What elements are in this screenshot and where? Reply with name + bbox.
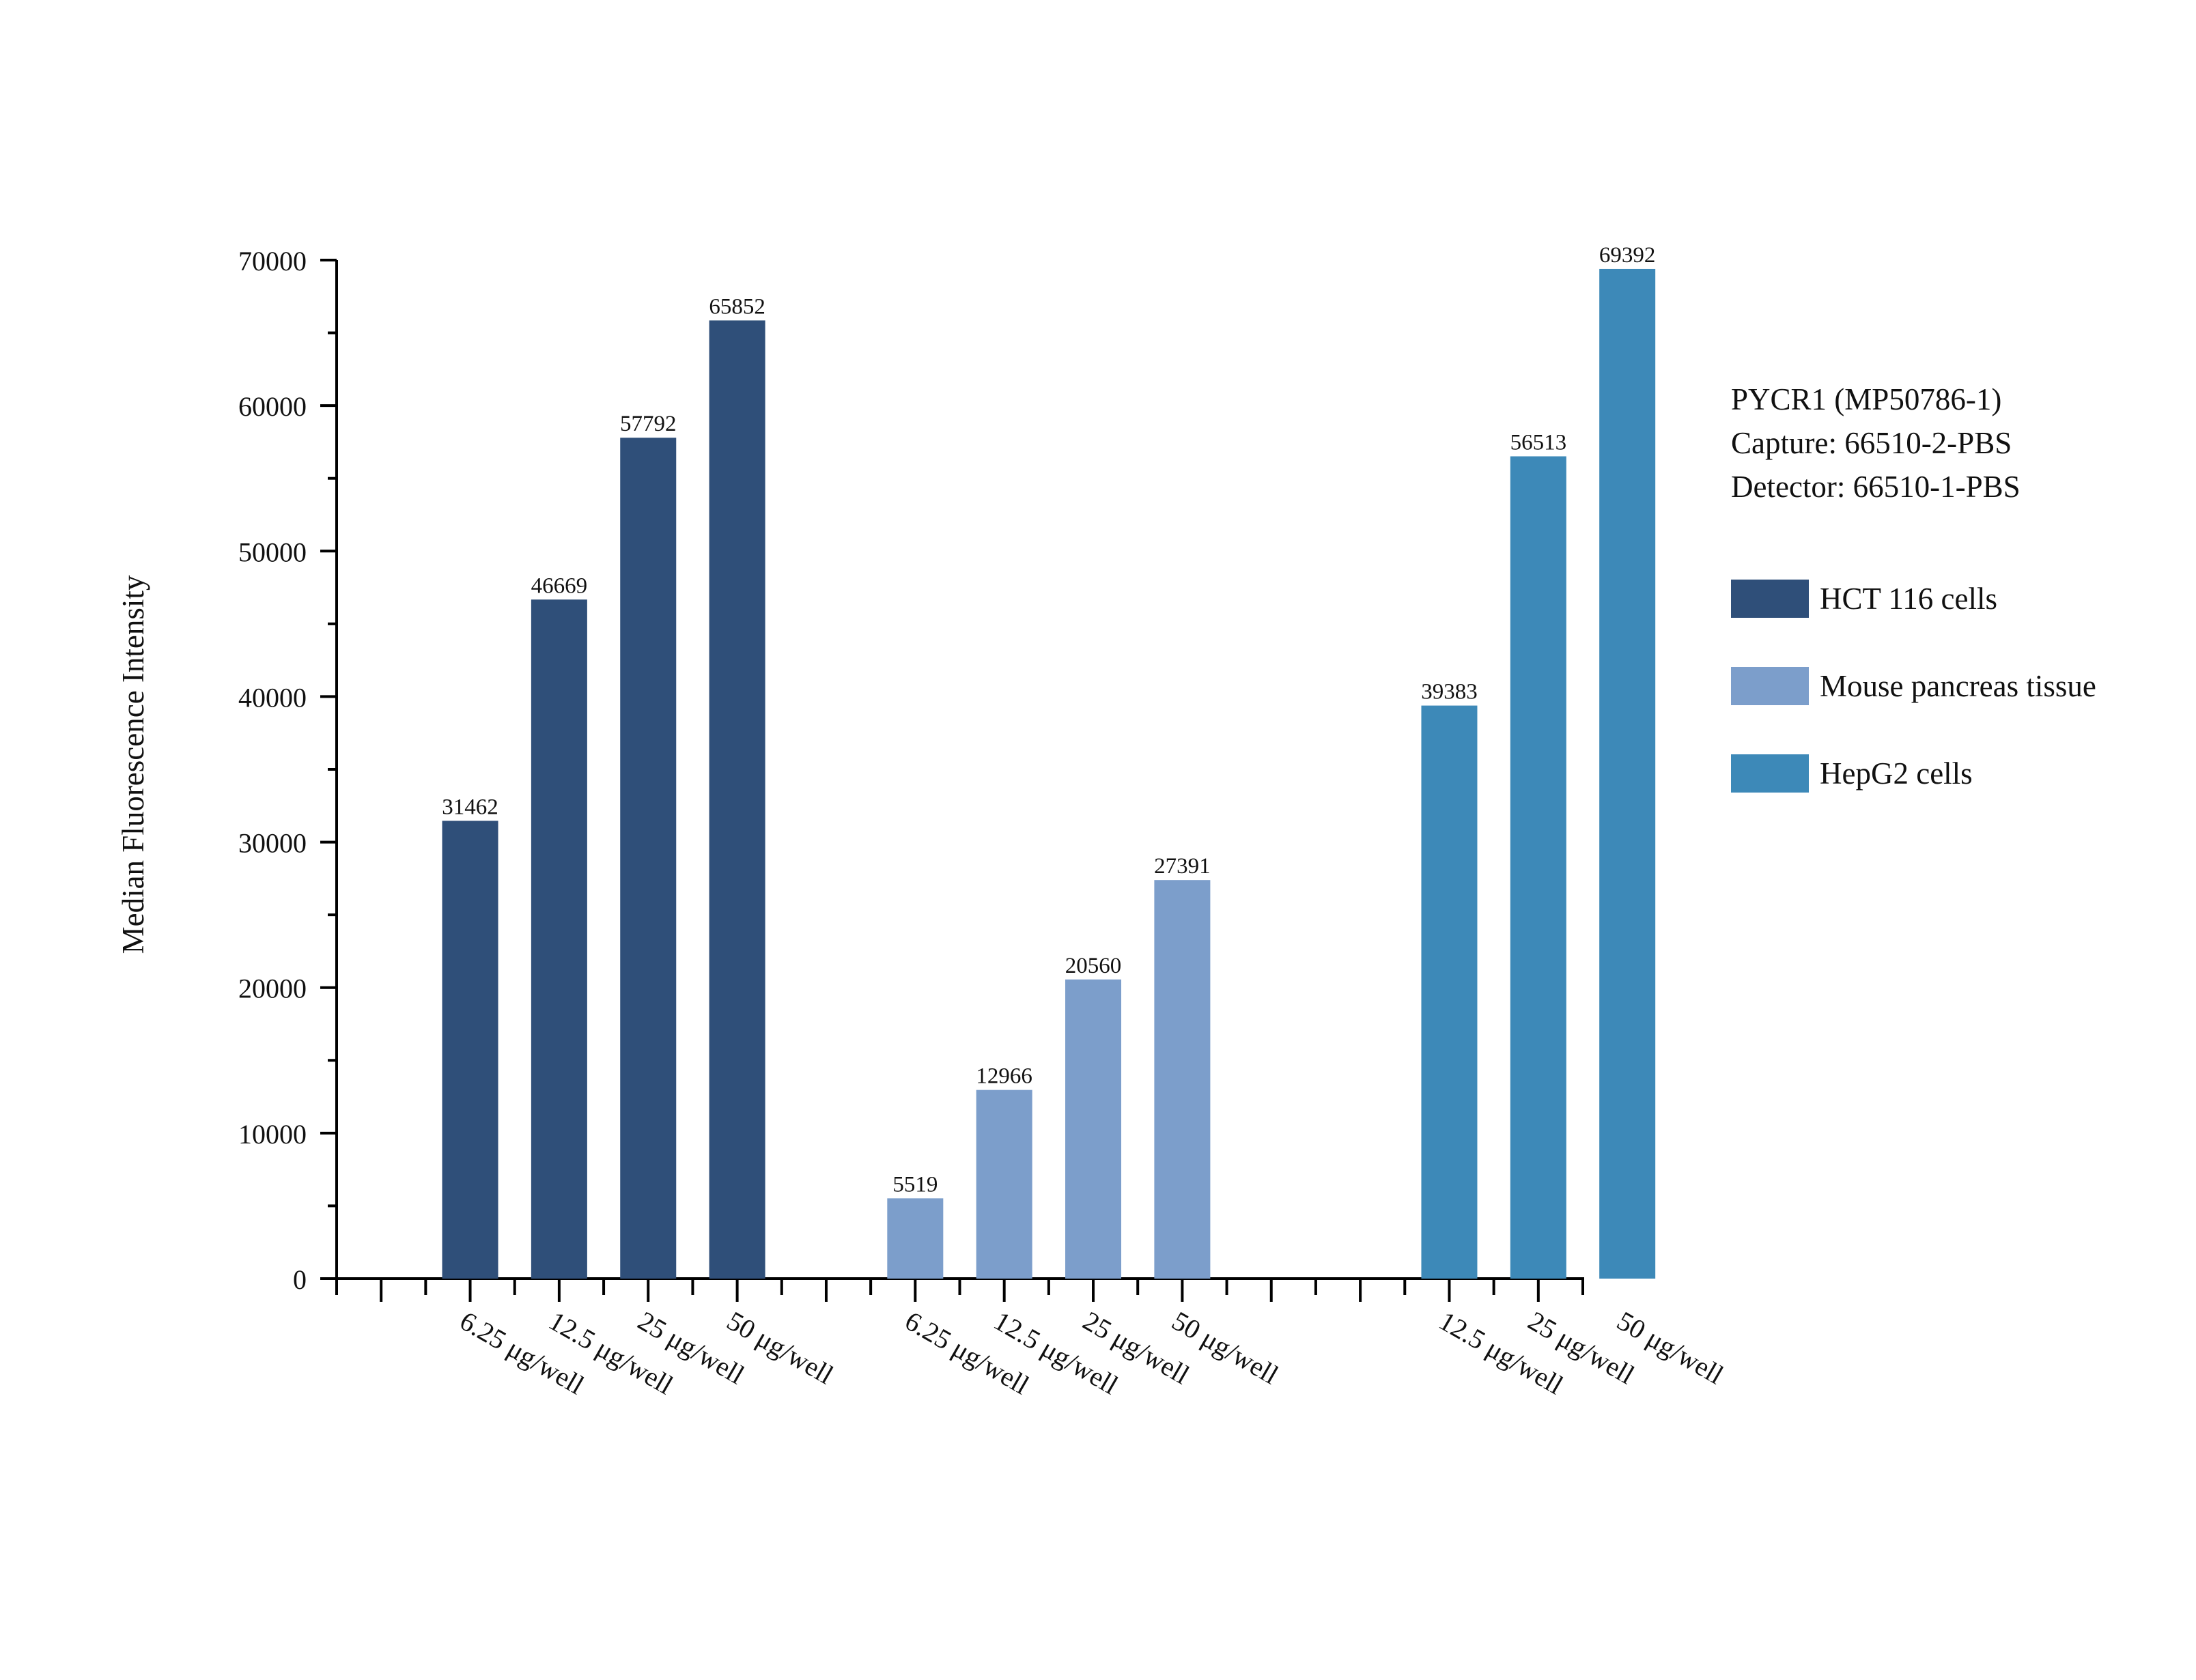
legend-label-mouse-pancreas: Mouse pancreas tissue: [1820, 669, 2096, 703]
data-label: 20560: [1065, 954, 1122, 978]
chart-title-line-1: PYCR1 (MP50786-1): [1731, 382, 2002, 416]
data-label: 31462: [442, 795, 498, 819]
legend-item-hepg2: HepG2 cells: [1731, 730, 2096, 817]
legend-label-hepg2: HepG2 cells: [1820, 756, 1973, 791]
legend: PYCR1 (MP50786-1) Capture: 66510-2-PBS D…: [1731, 378, 2096, 817]
bar: [887, 1198, 944, 1279]
data-label: 56513: [1510, 430, 1567, 455]
data-label: 27391: [1154, 854, 1211, 879]
bar: [442, 821, 498, 1279]
bar: [709, 320, 765, 1279]
legend-swatch-hct116: [1731, 580, 1809, 618]
bar: [1421, 705, 1478, 1279]
y-tick-label: 0: [293, 1264, 307, 1295]
chart-title-line-3: Detector: 66510-1-PBS: [1731, 470, 2021, 504]
bar: [976, 1090, 1032, 1279]
data-label: 46669: [531, 573, 588, 598]
y-axis-title: Median Fluorescence Intensity: [116, 575, 150, 954]
y-tick-label: 60000: [238, 391, 307, 422]
data-label: 5519: [892, 1172, 938, 1197]
y-tick-label: 50000: [238, 537, 307, 567]
legend-swatch-hepg2: [1731, 754, 1809, 793]
data-label: 69392: [1599, 243, 1656, 268]
y-tick-label: 70000: [238, 246, 307, 276]
data-label: 57792: [620, 412, 677, 436]
bar: [1599, 268, 1656, 1279]
y-tick-label: 20000: [238, 973, 307, 1004]
data-label: 65852: [709, 294, 765, 319]
bar: [620, 438, 677, 1279]
y-tick-label: 10000: [238, 1119, 307, 1150]
bar: [1154, 880, 1211, 1279]
y-tick-label: 40000: [238, 682, 307, 713]
bar: [1065, 979, 1122, 1279]
chart-title-line-2: Capture: 66510-2-PBS: [1731, 426, 2012, 460]
bar: [531, 599, 587, 1279]
legend-item-mouse-pancreas: Mouse pancreas tissue: [1731, 642, 2096, 730]
legend-label-hct116: HCT 116 cells: [1820, 582, 1997, 616]
legend-swatch-mouse-pancreas: [1731, 667, 1809, 705]
legend-item-hct116: HCT 116 cells: [1731, 555, 2096, 642]
data-label: 12966: [976, 1064, 1032, 1089]
data-label: 39383: [1421, 680, 1478, 704]
bar: [1510, 456, 1566, 1279]
y-tick-label: 30000: [238, 828, 307, 859]
